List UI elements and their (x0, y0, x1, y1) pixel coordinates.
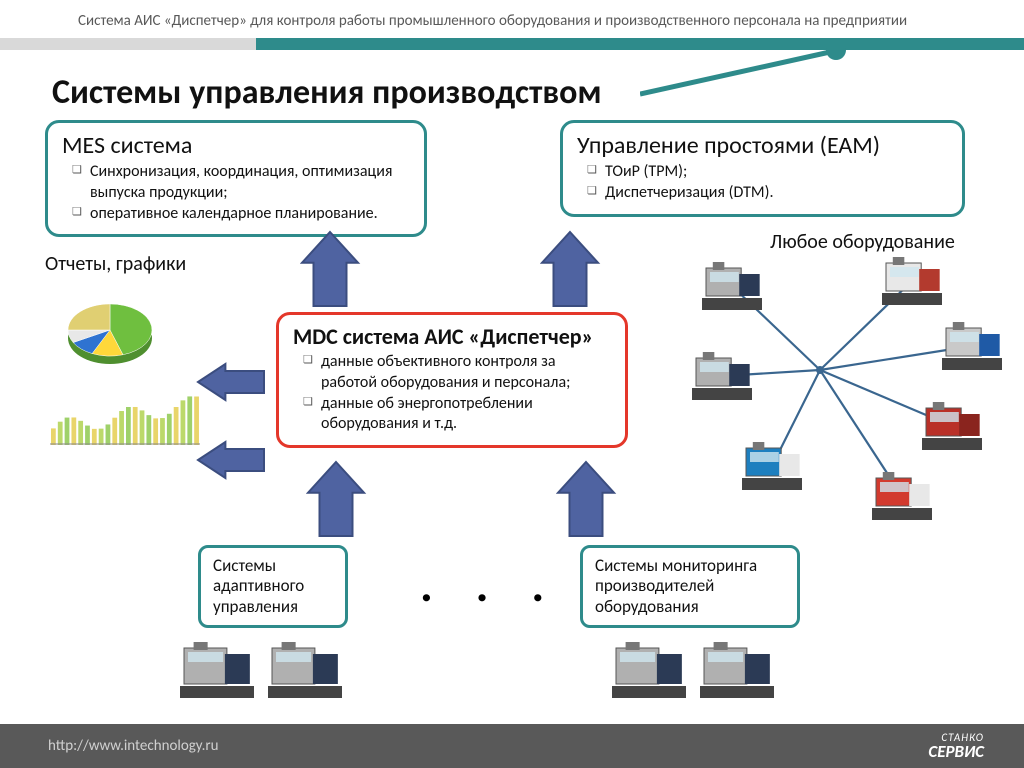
bottom-machine-icon (698, 640, 776, 700)
equipment-machine-icon (870, 470, 934, 522)
mes-list: Синхронизация, координация, оптимизация … (62, 162, 410, 224)
equipment-machine-icon (880, 255, 944, 307)
equipment-machine-icon (690, 350, 754, 402)
mdc-box: MDC система АИС «Диспетчер» данные объек… (276, 312, 628, 448)
ellipsis: . . . (420, 555, 560, 614)
equipment-machine-icon (740, 440, 804, 492)
eam-title: Управление простоями (EAM) (577, 131, 948, 160)
monitor-to-mdc-arrow (556, 460, 644, 548)
header-strip (0, 38, 1024, 50)
eam-list: ТОиР (TPM); Диспетчеризация (DTM). (577, 162, 948, 204)
monitor-box: Системы мониторинга производителей обору… (580, 545, 800, 628)
mdc-list: данные объективного контроля за работой … (293, 352, 611, 435)
bottom-machine-icon (266, 640, 344, 700)
eam-item: ТОиР (TPM); (587, 162, 948, 183)
eam-box: Управление простоями (EAM) ТОиР (TPM); Д… (560, 120, 965, 217)
mes-box: MES система Синхронизация, координация, … (45, 120, 427, 237)
pie-chart-icon (50, 285, 180, 380)
footer-url: http://www.intechnology.ru (48, 737, 219, 755)
adaptive-to-mdc-arrow (306, 460, 394, 548)
mes-item: оперативное календарное планирование. (72, 204, 410, 225)
mdc-title: MDC система АИС «Диспетчер» (293, 323, 611, 350)
logo-line2: СЕРВИС (928, 741, 984, 762)
any-equipment-label: Любое оборудование (770, 230, 955, 254)
header-subtitle: Система АИС «Диспетчер» для контроля раб… (78, 12, 948, 30)
mdc-to-mes-arrow (300, 230, 388, 318)
bottom-machine-icon (178, 640, 256, 700)
bar-chart-icon (50, 390, 200, 445)
page-title: Системы управления производством (52, 72, 602, 113)
mdc-to-report2-arrow (196, 400, 276, 480)
mdc-to-report1-arrow (196, 322, 276, 402)
equipment-machine-icon (920, 400, 984, 452)
mdc-item: данные об энергопотреблении оборудования… (303, 394, 611, 436)
bottom-machine-icon (610, 640, 688, 700)
reports-label: Отчеты, графики (45, 252, 186, 276)
mes-item: Синхронизация, координация, оптимизация … (72, 162, 410, 204)
eam-item: Диспетчеризация (DTM). (587, 183, 948, 204)
mdc-item: данные объективного контроля за работой … (303, 352, 611, 394)
title-connector (640, 44, 880, 104)
mdc-to-eam-arrow (540, 230, 628, 318)
footer-logo: СТАНКО СЕРВИС (928, 732, 984, 759)
adaptive-box: Системы адаптивного управления (198, 545, 348, 628)
equipment-machine-icon (940, 320, 1004, 372)
footer: http://www.intechnology.ru СТАНКО СЕРВИС (0, 724, 1024, 768)
mes-title: MES система (62, 131, 410, 160)
equipment-machine-icon (700, 260, 764, 312)
